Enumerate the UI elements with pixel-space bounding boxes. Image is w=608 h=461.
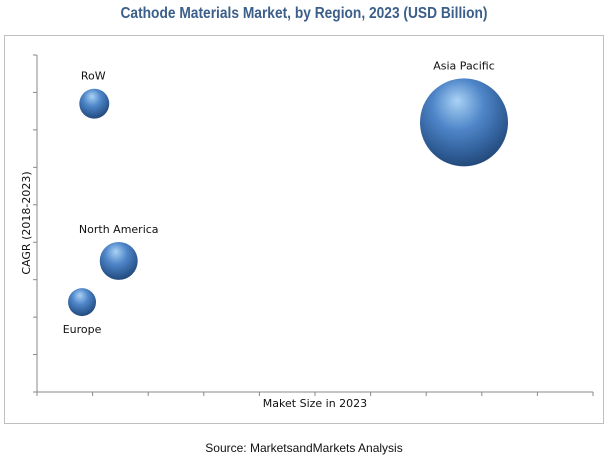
bubble-europe bbox=[68, 288, 97, 317]
chart-title: Cathode Materials Market, by Region, 202… bbox=[120, 5, 488, 22]
y-axis-label: CAGR (2018-2023) bbox=[20, 171, 33, 274]
bubble-label: RoW bbox=[81, 70, 106, 83]
bubble-row bbox=[79, 88, 110, 119]
bubble-north-america bbox=[99, 241, 138, 280]
source-note: Source: MarketsandMarkets Analysis bbox=[205, 441, 403, 455]
bubble-asia-pacific bbox=[420, 78, 509, 167]
chart-frame bbox=[4, 35, 604, 424]
bubble-label: Asia Pacific bbox=[433, 59, 495, 72]
x-axis-label: Maket Size in 2023 bbox=[263, 397, 367, 410]
bubble-label: North America bbox=[79, 223, 159, 236]
bubble-label: Europe bbox=[63, 323, 102, 336]
